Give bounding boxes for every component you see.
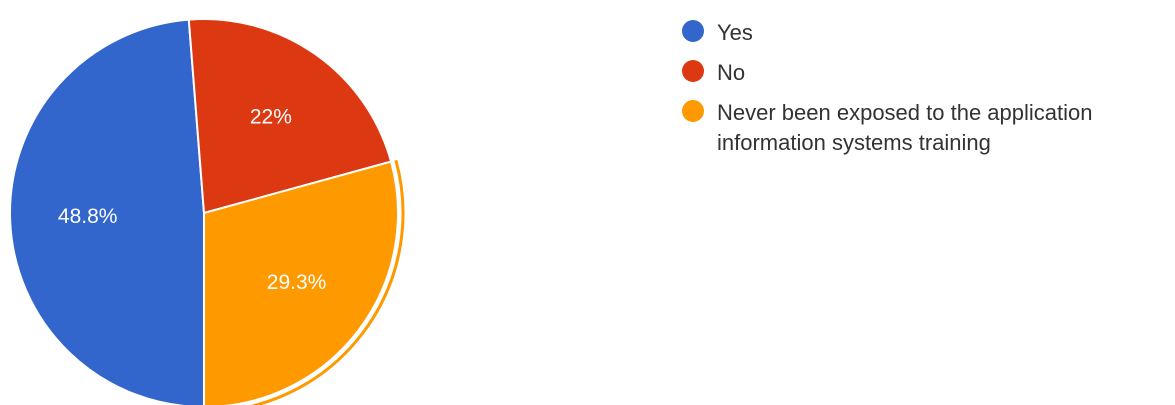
legend-label-never-been-exposed: Never been exposed to the application in… bbox=[717, 100, 1093, 155]
pie-chart-plot: 48.8% 22% 29.3% bbox=[9, 18, 405, 405]
pie-slice-yes[interactable] bbox=[9, 18, 205, 405]
legend-item-no[interactable]: No bbox=[682, 58, 1172, 88]
slice-label-yes: 48.8% bbox=[58, 205, 118, 228]
legend-item-never-been-exposed[interactable]: Never been exposed to the application in… bbox=[682, 98, 1172, 158]
pie-slice-never-been-exposed[interactable] bbox=[203, 160, 399, 405]
legend-label-yes: Yes bbox=[717, 20, 753, 45]
legend-item-yes[interactable]: Yes bbox=[682, 18, 1172, 48]
slice-label-no: 22% bbox=[250, 105, 292, 128]
legend-swatch-no bbox=[682, 60, 704, 82]
legend-label-no: No bbox=[717, 60, 746, 85]
chart-legend: Yes No Never been exposed to the applicati… bbox=[682, 18, 1172, 168]
pie-slice-no[interactable] bbox=[187, 18, 393, 215]
legend-swatch-yes bbox=[682, 20, 704, 42]
slice-label-never-been-exposed: 29.3% bbox=[267, 271, 327, 294]
legend-swatch-never-been-exposed bbox=[682, 100, 704, 122]
